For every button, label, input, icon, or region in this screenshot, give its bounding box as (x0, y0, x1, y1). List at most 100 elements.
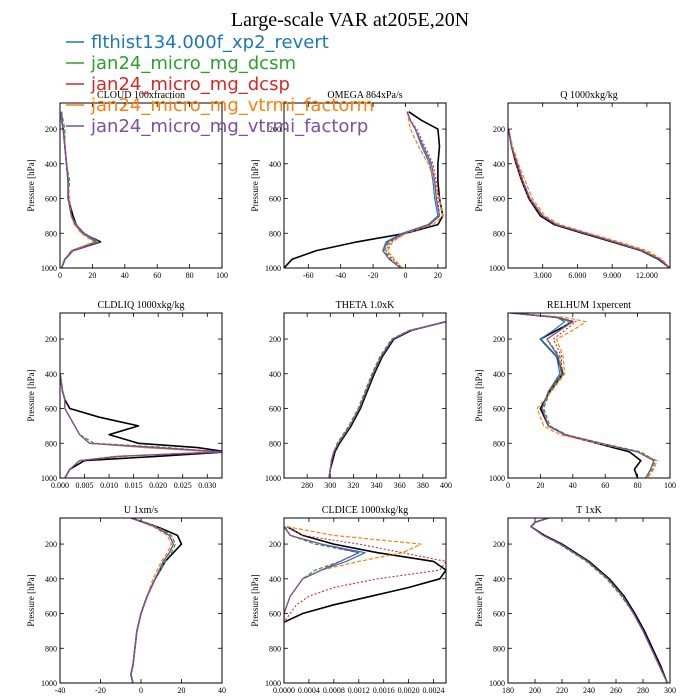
y-tick-label: 1000 (265, 679, 281, 688)
series-group (284, 526, 446, 623)
x-tick-label: 0.0016 (373, 686, 395, 695)
y-tick-label: 200 (45, 125, 57, 134)
series-line-5 (530, 518, 668, 683)
y-tick-label: 600 (493, 195, 505, 204)
series-group (511, 313, 658, 478)
x-tick-label: 0.030 (198, 481, 216, 490)
y-tick-label: 600 (269, 195, 281, 204)
plot-frame (283, 517, 447, 684)
x-tick-label: 380 (417, 481, 429, 490)
x-tick-label: 340 (371, 481, 383, 490)
x-tick-label: 0.025 (174, 481, 192, 490)
y-tick-label: 800 (493, 439, 505, 448)
plot-frame (507, 312, 671, 479)
x-tick-label: 280 (637, 686, 649, 695)
y-tick-label: 400 (45, 160, 57, 169)
panel-title: CLOUD 100xfraction (97, 90, 185, 101)
y-axis-label: Pressure [hPa] (26, 574, 36, 626)
y-tick-label: 200 (269, 540, 281, 549)
y-tick-label: 800 (45, 439, 57, 448)
x-tick-label: 0 (139, 686, 143, 695)
y-tick-label: 400 (269, 370, 281, 379)
x-tick-label: 20 (434, 271, 442, 280)
series-line-5 (60, 111, 100, 268)
y-tick-label: 400 (493, 575, 505, 584)
y-tick-label: 600 (45, 405, 57, 414)
y-tick-label: 400 (45, 575, 57, 584)
x-tick-label: 20 (178, 686, 186, 695)
x-tick-label: 0.0020 (398, 686, 420, 695)
series-line-1 (130, 518, 174, 683)
series-line-2 (511, 313, 657, 478)
y-tick-label: 1000 (489, 679, 505, 688)
series-line-2 (130, 518, 176, 683)
panel-6: RELHUM 1xpercent 0 20 40 60 80 100 200 400 600 800… (474, 300, 676, 490)
y-tick-label: 600 (493, 610, 505, 619)
y-tick-label: 1000 (41, 679, 57, 688)
series-line-5 (130, 518, 174, 683)
legend-item: flthist134.000f_xp2_revert (66, 32, 329, 53)
x-tick-label: 0.010 (100, 481, 118, 490)
x-tick-label: 20 (536, 481, 544, 490)
y-axis-label: Pressure [hPa] (474, 159, 484, 211)
legend-label: jan24_micro_mg_vtrmi_factorm (90, 95, 374, 116)
x-tick-label: 0 (404, 271, 408, 280)
x-tick-label: 300 (324, 481, 336, 490)
panel-3: Q 1000xkg/kg 3.000 6.000 9.000 12.000 200 400 6… (474, 90, 671, 280)
x-tick-label: 280 (301, 481, 313, 490)
x-tick-label: 0.0000 (273, 686, 295, 695)
x-tick-label: 60 (601, 481, 609, 490)
x-tick-label: 80 (634, 481, 642, 490)
x-tick-label: 400 (440, 481, 452, 490)
series-line-4 (387, 111, 444, 268)
series-line-2 (530, 518, 668, 683)
x-tick-label: 300 (664, 686, 676, 695)
plot-frame (283, 312, 447, 479)
panel-4: CLDLIQ 1000xkg/kg 0.000 0.005 0.010 0.015 0.0… (26, 300, 223, 490)
y-tick-label: 1000 (41, 474, 57, 483)
series-line-5 (382, 111, 441, 268)
y-axis-label: Pressure [hPa] (250, 574, 260, 626)
x-tick-label: -40 (335, 271, 346, 280)
y-tick-label: 400 (493, 370, 505, 379)
panel-title: CLDICE 1000xkg/kg (322, 505, 408, 516)
series-line-3 (284, 526, 446, 623)
series-line-4 (511, 313, 658, 478)
series-group (530, 518, 669, 683)
x-tick-label: 220 (556, 686, 568, 695)
y-tick-label: 600 (269, 610, 281, 619)
x-tick-label: -60 (303, 271, 314, 280)
y-tick-label: 800 (493, 229, 505, 238)
series-line-4 (508, 128, 670, 268)
plot-frame (59, 312, 223, 479)
y-tick-label: 800 (45, 229, 57, 238)
x-tick-label: 40 (218, 686, 226, 695)
panel-title: RELHUM 1xpercent (547, 300, 631, 311)
y-tick-label: 600 (269, 405, 281, 414)
x-tick-label: 0.005 (76, 481, 94, 490)
y-tick-label: 200 (493, 335, 505, 344)
y-tick-label: 400 (269, 575, 281, 584)
series-group (508, 128, 670, 268)
panel-title: Q 1000xkg/kg (560, 90, 618, 101)
legend-label: flthist134.000f_xp2_revert (91, 32, 329, 53)
x-tick-label: 180 (502, 686, 514, 695)
series-line-3 (328, 321, 446, 478)
y-tick-label: 400 (45, 370, 57, 379)
series-line-2 (383, 111, 441, 268)
x-tick-label: -40 (55, 686, 66, 695)
plot-frame (59, 517, 223, 684)
x-tick-label: 0.0004 (298, 686, 320, 695)
x-tick-label: 80 (186, 271, 194, 280)
series-line-5 (284, 526, 360, 623)
series-line-1 (60, 373, 222, 478)
panel-title: T 1xK (576, 505, 602, 516)
series-line-ref (511, 313, 642, 478)
y-tick-label: 600 (45, 610, 57, 619)
legend-item: jan24_micro_mg_vtrmi_factorp (66, 116, 368, 137)
panel-8: CLDICE 1000xkg/kg0.0000 0.0004 0.0008 0.001… (250, 505, 447, 695)
series-line-ref (328, 320, 446, 478)
y-tick-label: 800 (45, 644, 57, 653)
series-line-ref (530, 518, 669, 683)
